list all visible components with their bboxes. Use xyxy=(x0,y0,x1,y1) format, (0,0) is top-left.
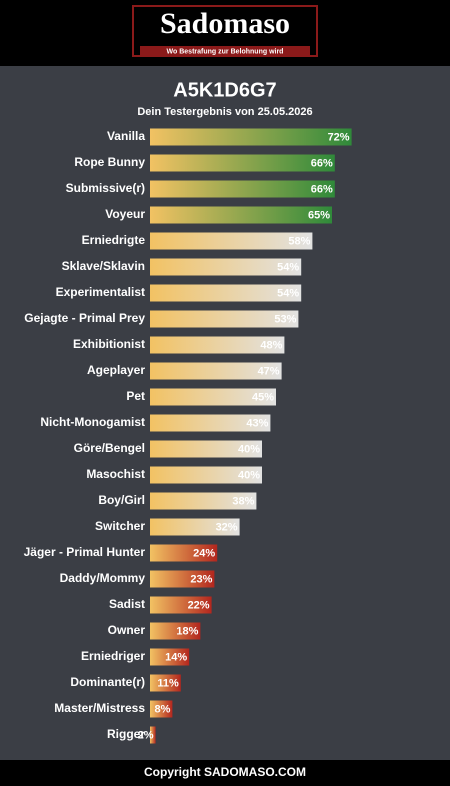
category-label: Master/Mistress xyxy=(54,701,145,715)
category-label: Owner xyxy=(108,623,146,637)
value-label: 8% xyxy=(154,703,170,715)
value-label: 54% xyxy=(277,287,299,299)
bar xyxy=(150,284,302,302)
bar xyxy=(150,596,212,614)
value-label: 53% xyxy=(274,313,296,325)
category-label: Dominante(r) xyxy=(70,675,145,689)
value-label: 38% xyxy=(232,495,254,507)
bar xyxy=(150,622,201,640)
value-label: 22% xyxy=(188,599,210,611)
category-label: Göre/Bengel xyxy=(74,441,145,455)
bar xyxy=(150,700,173,718)
value-label: 65% xyxy=(308,209,330,221)
footer-bar xyxy=(0,760,450,786)
value-label: 45% xyxy=(252,391,274,403)
bar xyxy=(150,206,332,224)
value-label: 43% xyxy=(246,417,268,429)
value-label: 48% xyxy=(260,339,282,351)
bar xyxy=(150,128,352,146)
value-label: 24% xyxy=(193,547,215,559)
bar xyxy=(150,310,299,328)
bar xyxy=(150,388,276,406)
bar xyxy=(150,544,218,562)
category-label: Masochist xyxy=(86,467,145,481)
bar xyxy=(150,180,335,198)
category-label: Sklave/Sklavin xyxy=(62,259,145,273)
value-label: 66% xyxy=(311,183,333,195)
category-label: Rope Bunny xyxy=(74,155,145,169)
chart-title: A5K1D6G7 xyxy=(173,79,276,101)
footer: Copyright SADOMASO.COM xyxy=(144,765,306,779)
bar xyxy=(150,648,190,666)
bar xyxy=(150,466,262,484)
category-label: Voyeur xyxy=(105,207,145,221)
category-label: Boy/Girl xyxy=(98,493,145,507)
category-label: Vanilla xyxy=(107,129,145,143)
value-label: 11% xyxy=(157,677,179,689)
value-label: 14% xyxy=(165,651,187,663)
bar xyxy=(150,414,271,432)
tagline: Wo Bestrafung zur Belohnung wird xyxy=(167,48,284,55)
category-label: Exhibitionist xyxy=(73,337,145,351)
category-label: Gejagte - Primal Prey xyxy=(24,311,145,325)
category-label: Pet xyxy=(126,389,145,403)
bar xyxy=(150,336,285,354)
chart-subtitle: Dein Testergebnis von 25.05.2026 xyxy=(137,106,312,118)
value-label: 66% xyxy=(311,157,333,169)
value-label: 54% xyxy=(277,261,299,273)
bar xyxy=(150,258,302,276)
category-label: Erniedriger xyxy=(81,649,145,663)
bar xyxy=(150,492,257,510)
value-label: 40% xyxy=(238,469,260,481)
value-label: 72% xyxy=(328,131,350,143)
bar xyxy=(150,570,215,588)
value-label: 2% xyxy=(138,729,154,741)
category-label: Daddy/Mommy xyxy=(60,571,146,585)
category-label: Erniedrigte xyxy=(82,233,146,247)
category-label: Jäger - Primal Hunter xyxy=(24,545,146,559)
bar xyxy=(150,518,240,536)
bar xyxy=(150,362,282,380)
bar xyxy=(150,726,156,744)
bar xyxy=(150,674,181,692)
category-label: Rigger xyxy=(107,727,145,741)
value-label: 58% xyxy=(288,235,310,247)
category-label: Submissive(r) xyxy=(66,181,145,195)
category-label: Experimentalist xyxy=(56,285,145,299)
value-label: 18% xyxy=(176,625,198,637)
category-label: Sadist xyxy=(109,597,145,611)
tagline-band xyxy=(140,46,310,56)
value-label: 40% xyxy=(238,443,260,455)
bar xyxy=(150,154,335,172)
bar xyxy=(150,232,313,250)
value-label: 32% xyxy=(216,521,238,533)
logo: Sadomaso xyxy=(160,7,290,40)
bar xyxy=(150,440,262,458)
category-label: Switcher xyxy=(95,519,145,533)
category-label: Ageplayer xyxy=(87,363,145,377)
value-label: 23% xyxy=(190,573,212,585)
category-label: Nicht-Monogamist xyxy=(40,415,145,429)
value-label: 47% xyxy=(258,365,280,377)
